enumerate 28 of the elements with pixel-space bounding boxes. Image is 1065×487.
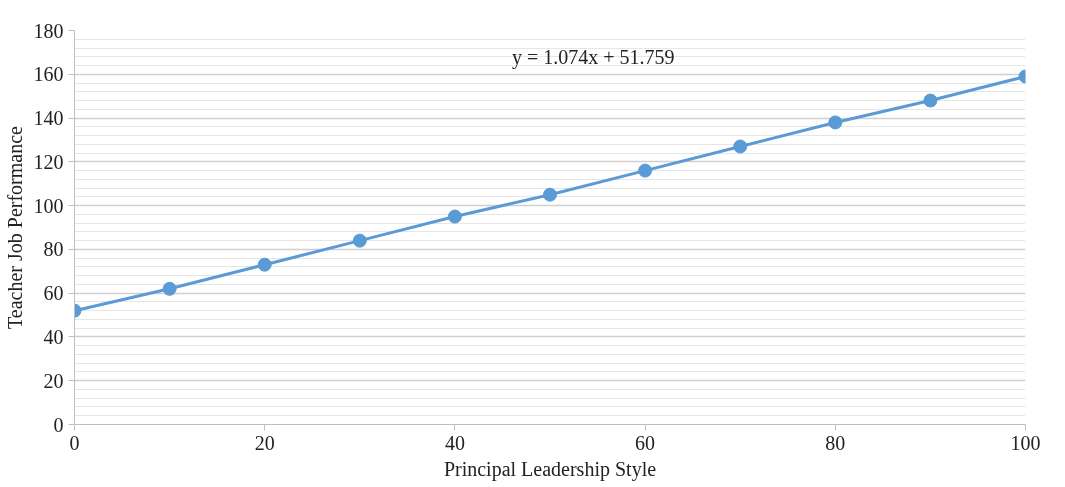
y-tick-label: 40 — [43, 325, 64, 348]
y-tick-label: 20 — [43, 369, 64, 392]
annotation: y = 1.074x + 51.759 — [511, 45, 675, 69]
x-tick-label: 40 — [444, 431, 465, 454]
point — [543, 187, 557, 202]
y-tick-label: 0 — [53, 413, 64, 436]
y-tick-label: 100 — [33, 194, 64, 217]
y-tick-label: 80 — [43, 238, 64, 261]
point — [257, 257, 272, 272]
y-tick-label: 60 — [43, 282, 64, 305]
x-tick-label: 100 — [1010, 431, 1041, 454]
y-tick-label: 180 — [33, 19, 64, 42]
y-tick-label: 160 — [33, 63, 64, 86]
point — [733, 139, 748, 154]
point — [162, 281, 177, 296]
y-tick-label: 120 — [33, 150, 64, 173]
point — [352, 233, 367, 248]
x-tick-label: 80 — [825, 431, 846, 454]
point — [638, 163, 653, 178]
x-tick-label: 20 — [254, 431, 275, 454]
point — [923, 93, 938, 108]
x-tick-label: 60 — [635, 431, 656, 454]
x-axis-title: Principal Leadership Style — [443, 457, 657, 481]
x-tick-label: 0 — [69, 431, 80, 454]
point — [828, 115, 843, 130]
y-axis-title: Teacher Job Performance — [3, 125, 26, 329]
point — [447, 209, 462, 224]
y-tick-label: 140 — [33, 107, 64, 130]
